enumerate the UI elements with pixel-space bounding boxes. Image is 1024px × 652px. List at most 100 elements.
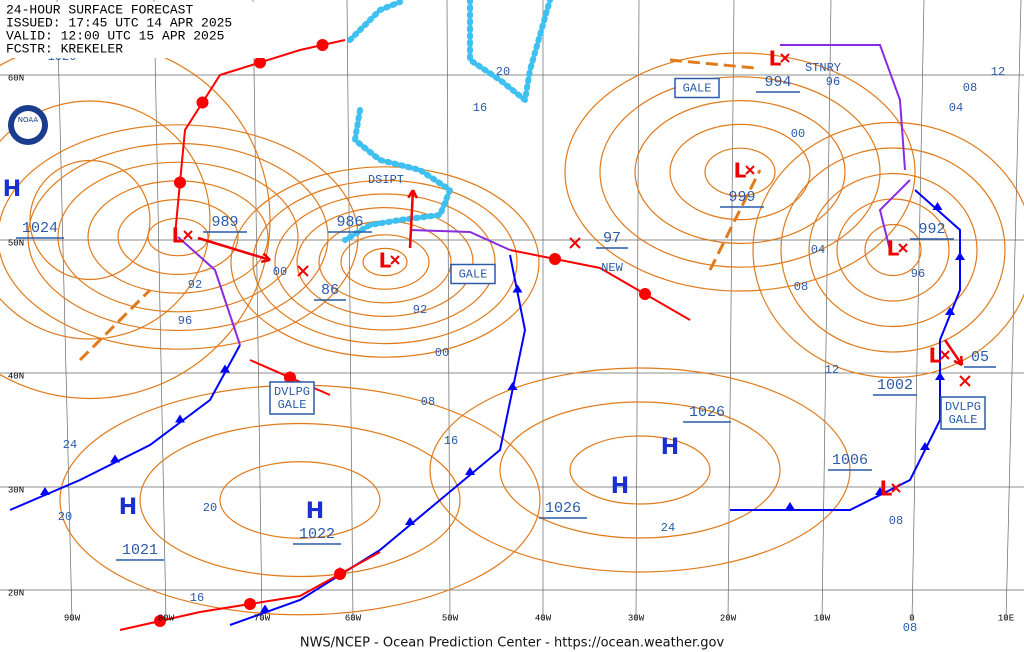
isobar-label: 08 bbox=[903, 621, 917, 635]
isobar bbox=[57, 161, 299, 313]
isobar bbox=[340, 234, 430, 290]
warning-text: GALE bbox=[683, 82, 712, 96]
low-x bbox=[891, 483, 901, 493]
isobar bbox=[808, 172, 978, 328]
isobar bbox=[569, 435, 711, 505]
cold-pip bbox=[920, 442, 930, 450]
warning-box bbox=[674, 77, 720, 99]
high-pressure: 1024 bbox=[22, 220, 58, 237]
low-x bbox=[297, 265, 309, 277]
isobar bbox=[599, 76, 881, 268]
lon-line bbox=[635, 0, 640, 621]
isobar bbox=[0, 100, 211, 340]
warm-pip bbox=[639, 288, 651, 300]
isobar bbox=[296, 207, 474, 318]
lon-line bbox=[911, 0, 925, 621]
lon-line bbox=[821, 0, 832, 621]
warning-box bbox=[450, 263, 496, 285]
warm-front bbox=[509, 249, 691, 321]
isobar-label: 08 bbox=[889, 514, 903, 528]
cold-pip bbox=[785, 502, 795, 510]
isobar-label: 08 bbox=[794, 280, 808, 294]
isobar bbox=[704, 147, 776, 197]
noaa-logo: NOAA bbox=[8, 105, 48, 145]
cold-pip bbox=[220, 364, 230, 373]
motion-arrow bbox=[408, 189, 415, 249]
cold-pip bbox=[955, 252, 965, 260]
isobar bbox=[499, 401, 781, 539]
low-pressure: 97 bbox=[603, 230, 621, 247]
isobar-label: 00 bbox=[791, 127, 805, 141]
cold-front bbox=[9, 344, 241, 511]
isobar-label: 96 bbox=[826, 75, 840, 89]
low-x bbox=[898, 243, 908, 253]
isobar-label: 00 bbox=[435, 346, 449, 360]
high-symbol: H bbox=[119, 495, 137, 520]
lon-label: 70W bbox=[254, 613, 271, 623]
high-pressure: 1021 bbox=[122, 542, 158, 559]
isobar-label: 96 bbox=[911, 267, 925, 281]
isobar-label: 08 bbox=[963, 81, 977, 95]
isobar bbox=[230, 166, 540, 358]
isobar bbox=[752, 121, 1024, 379]
lon-label: 60W bbox=[345, 613, 362, 623]
low-pressure: 1002 bbox=[877, 377, 913, 394]
low-x bbox=[569, 237, 581, 249]
isobar bbox=[139, 422, 461, 578]
low-symbol: L bbox=[379, 249, 392, 273]
warning-text: DVLPG bbox=[945, 400, 981, 414]
cold-pip bbox=[875, 487, 885, 495]
trough bbox=[669, 58, 756, 70]
lat-label: 50N bbox=[8, 238, 24, 248]
isobar-label: 16 bbox=[444, 434, 458, 448]
cold-pip bbox=[110, 454, 120, 463]
annotation: DSIPT bbox=[368, 173, 404, 187]
high-pressure: 1022 bbox=[299, 526, 335, 543]
lon-line bbox=[727, 0, 735, 621]
isobar-label: 04 bbox=[811, 243, 825, 257]
cold-pip bbox=[260, 604, 270, 613]
cold-pip bbox=[405, 517, 415, 525]
lon-label: 80W bbox=[158, 613, 175, 623]
lon-label: 10W bbox=[814, 613, 831, 623]
labels: 60N 50N 40N 30N 20N 90W 80W 70W 60W 50W 40W 30W 20W 1… bbox=[3, 47, 1014, 636]
lon-label: 30W bbox=[628, 613, 645, 623]
isobars bbox=[0, 40, 1024, 616]
low-symbol: L bbox=[887, 237, 900, 261]
isobar bbox=[362, 247, 408, 277]
isobar-label: 00 bbox=[273, 265, 287, 279]
isobar bbox=[634, 99, 846, 245]
low-symbol: L bbox=[734, 159, 747, 183]
annotation: NEW bbox=[601, 261, 623, 275]
isobar bbox=[219, 461, 381, 539]
low-x bbox=[390, 255, 400, 265]
ice-edge bbox=[467, 0, 553, 106]
warning-text: DVLPG bbox=[274, 385, 310, 399]
isobar-label: 16 bbox=[190, 591, 204, 605]
lon-label: 90W bbox=[64, 613, 81, 623]
isobar-label: 24 bbox=[661, 521, 675, 535]
lat-label: 20N bbox=[8, 588, 24, 598]
high-pressure: 1026 bbox=[689, 404, 725, 421]
motion-arrow bbox=[197, 236, 271, 262]
warm-pip bbox=[254, 56, 266, 69]
annotation: STNRY bbox=[805, 61, 841, 75]
high-symbol: H bbox=[661, 435, 679, 460]
low-pressure: 1006 bbox=[832, 452, 868, 469]
lon-line bbox=[153, 0, 167, 621]
ice-edge bbox=[342, 107, 454, 243]
high-symbol: H bbox=[611, 474, 629, 499]
lon-label: 40W bbox=[535, 613, 552, 623]
footer-band bbox=[0, 632, 1024, 652]
warm-pip bbox=[154, 615, 166, 627]
header-box bbox=[2, 2, 270, 58]
warm-pip bbox=[244, 598, 256, 610]
warning-text: GALE bbox=[949, 413, 978, 427]
low-x bbox=[959, 375, 971, 387]
isobar bbox=[780, 147, 1006, 353]
isobar-label: 20 bbox=[496, 65, 510, 79]
cold-pip bbox=[465, 467, 475, 475]
low-pressure: 992 bbox=[918, 221, 945, 238]
isobar bbox=[564, 52, 916, 292]
